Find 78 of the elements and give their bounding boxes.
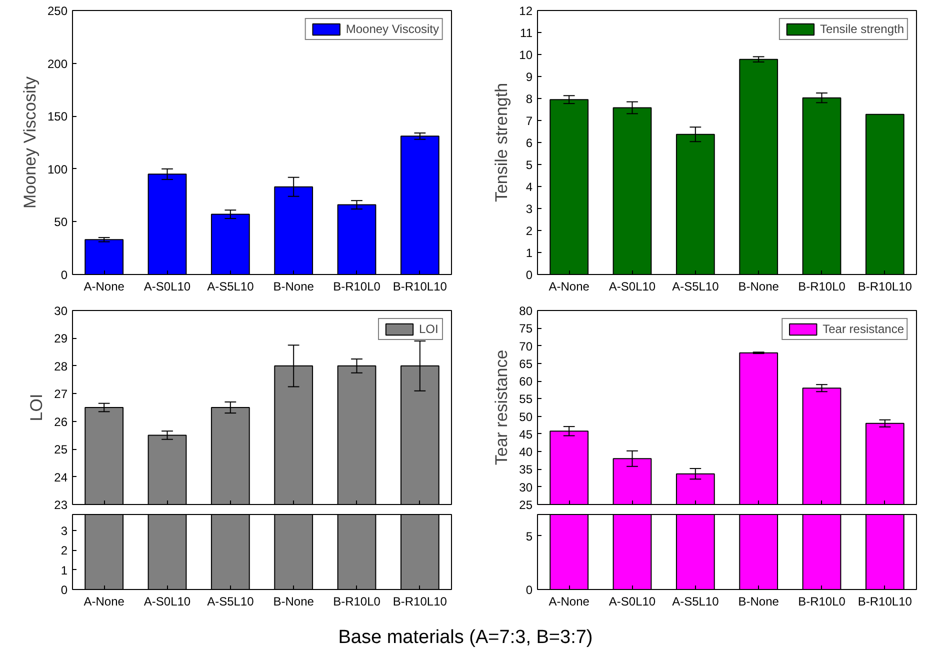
x-axis-title: Base materials (A=7:3, B=3:7) xyxy=(338,627,593,648)
x-tick-label: A-S5L10 xyxy=(672,280,720,294)
y-tick-label: 5 xyxy=(526,529,533,544)
y-tick-label: 27 xyxy=(54,387,68,402)
y-tick-label: 23 xyxy=(54,498,68,512)
y-tick-label: 29 xyxy=(54,332,68,346)
y-tick-label: 75 xyxy=(519,322,533,336)
y-tick-label: 3 xyxy=(60,524,68,538)
y-tick-label: 7 xyxy=(526,114,533,128)
y-tick-label: 2 xyxy=(60,544,68,558)
y-tick-label: 28 xyxy=(54,359,68,374)
y-tick-label: 70 xyxy=(519,339,533,354)
legend-label: Tensile strength xyxy=(820,22,904,36)
y-tick-label: 25 xyxy=(519,498,533,512)
y-tick-label: 4 xyxy=(526,180,533,194)
y-tick-label: 30 xyxy=(519,480,533,494)
legend-label: LOI xyxy=(419,322,439,336)
x-tick-label: A-S0L10 xyxy=(144,594,191,608)
y-tick-label: 6 xyxy=(526,136,533,150)
y-axis-title: Tensile strength xyxy=(492,82,512,202)
y-tick-label: 12 xyxy=(519,4,533,18)
x-tick-label: A-None xyxy=(548,594,590,608)
x-tick-label: B-None xyxy=(273,594,314,608)
x-tick-label: B-R10L0 xyxy=(333,594,381,608)
y-tick-label: 1 xyxy=(60,563,68,578)
y-axis-title: Tear resistance xyxy=(492,350,512,466)
y-tick-label: 50 xyxy=(519,410,533,424)
x-tick-label: A-None xyxy=(548,280,590,294)
y-tick-label: 45 xyxy=(519,427,533,442)
y-tick-label: 0 xyxy=(526,583,533,597)
x-tick-label: B-R10L10 xyxy=(858,280,912,294)
x-tick-label: A-S5L10 xyxy=(672,594,720,608)
x-tick-label: A-S5L10 xyxy=(207,594,254,608)
x-tick-label: B-None xyxy=(738,280,780,294)
y-tick-label: 250 xyxy=(47,4,68,18)
x-tick-label: A-None xyxy=(84,594,125,608)
x-tick-label: B-None xyxy=(738,594,780,608)
y-tick-label: 5 xyxy=(526,158,533,172)
x-tick-label: B-None xyxy=(273,280,314,294)
x-tick-label: B-R10L0 xyxy=(798,594,846,608)
x-tick-label: B-R10L10 xyxy=(858,594,912,608)
y-tick-label: 55 xyxy=(519,392,533,406)
y-tick-label: 2 xyxy=(526,224,533,238)
y-tick-label: 8 xyxy=(526,92,533,106)
y-tick-label: 26 xyxy=(54,414,68,429)
y-tick-label: 35 xyxy=(519,462,533,477)
x-tick-label: B-R10L10 xyxy=(392,280,448,294)
y-tick-label: 200 xyxy=(47,56,68,71)
x-tick-label: A-S0L10 xyxy=(608,280,656,294)
y-tick-label: 1 xyxy=(526,246,533,260)
legend-label: Mooney Viscosity xyxy=(346,22,439,36)
y-tick-label: 0 xyxy=(60,583,68,597)
x-tick-label: B-R10L0 xyxy=(333,280,381,294)
legend-label: Tear resistance xyxy=(822,322,904,336)
x-tick-label: A-None xyxy=(84,280,125,294)
y-tick-label: 50 xyxy=(54,215,68,230)
y-tick-label: 100 xyxy=(47,162,68,176)
x-tick-label: A-S0L10 xyxy=(144,280,191,294)
y-tick-label: 25 xyxy=(54,442,68,457)
y-tick-label: 9 xyxy=(526,70,533,84)
y-tick-label: 0 xyxy=(526,268,533,282)
y-tick-label: 0 xyxy=(60,268,68,282)
y-tick-label: 11 xyxy=(520,26,533,40)
y-tick-label: 60 xyxy=(519,374,533,389)
x-tick-label: A-S0L10 xyxy=(608,594,656,608)
x-tick-label: B-R10L10 xyxy=(392,594,448,608)
y-tick-label: 10 xyxy=(519,48,533,62)
y-tick-label: 24 xyxy=(54,470,68,484)
y-tick-label: 65 xyxy=(519,356,533,371)
y-axis-title: LOI xyxy=(27,394,46,422)
y-tick-label: 80 xyxy=(519,304,533,318)
y-tick-label: 40 xyxy=(519,445,533,460)
x-tick-label: B-R10L0 xyxy=(798,280,846,294)
y-tick-label: 30 xyxy=(54,304,68,318)
y-axis-title: Mooney Viscosity xyxy=(20,76,40,208)
y-tick-label: 3 xyxy=(526,202,533,216)
x-tick-label: A-S5L10 xyxy=(207,280,254,294)
y-tick-label: 150 xyxy=(47,110,68,124)
